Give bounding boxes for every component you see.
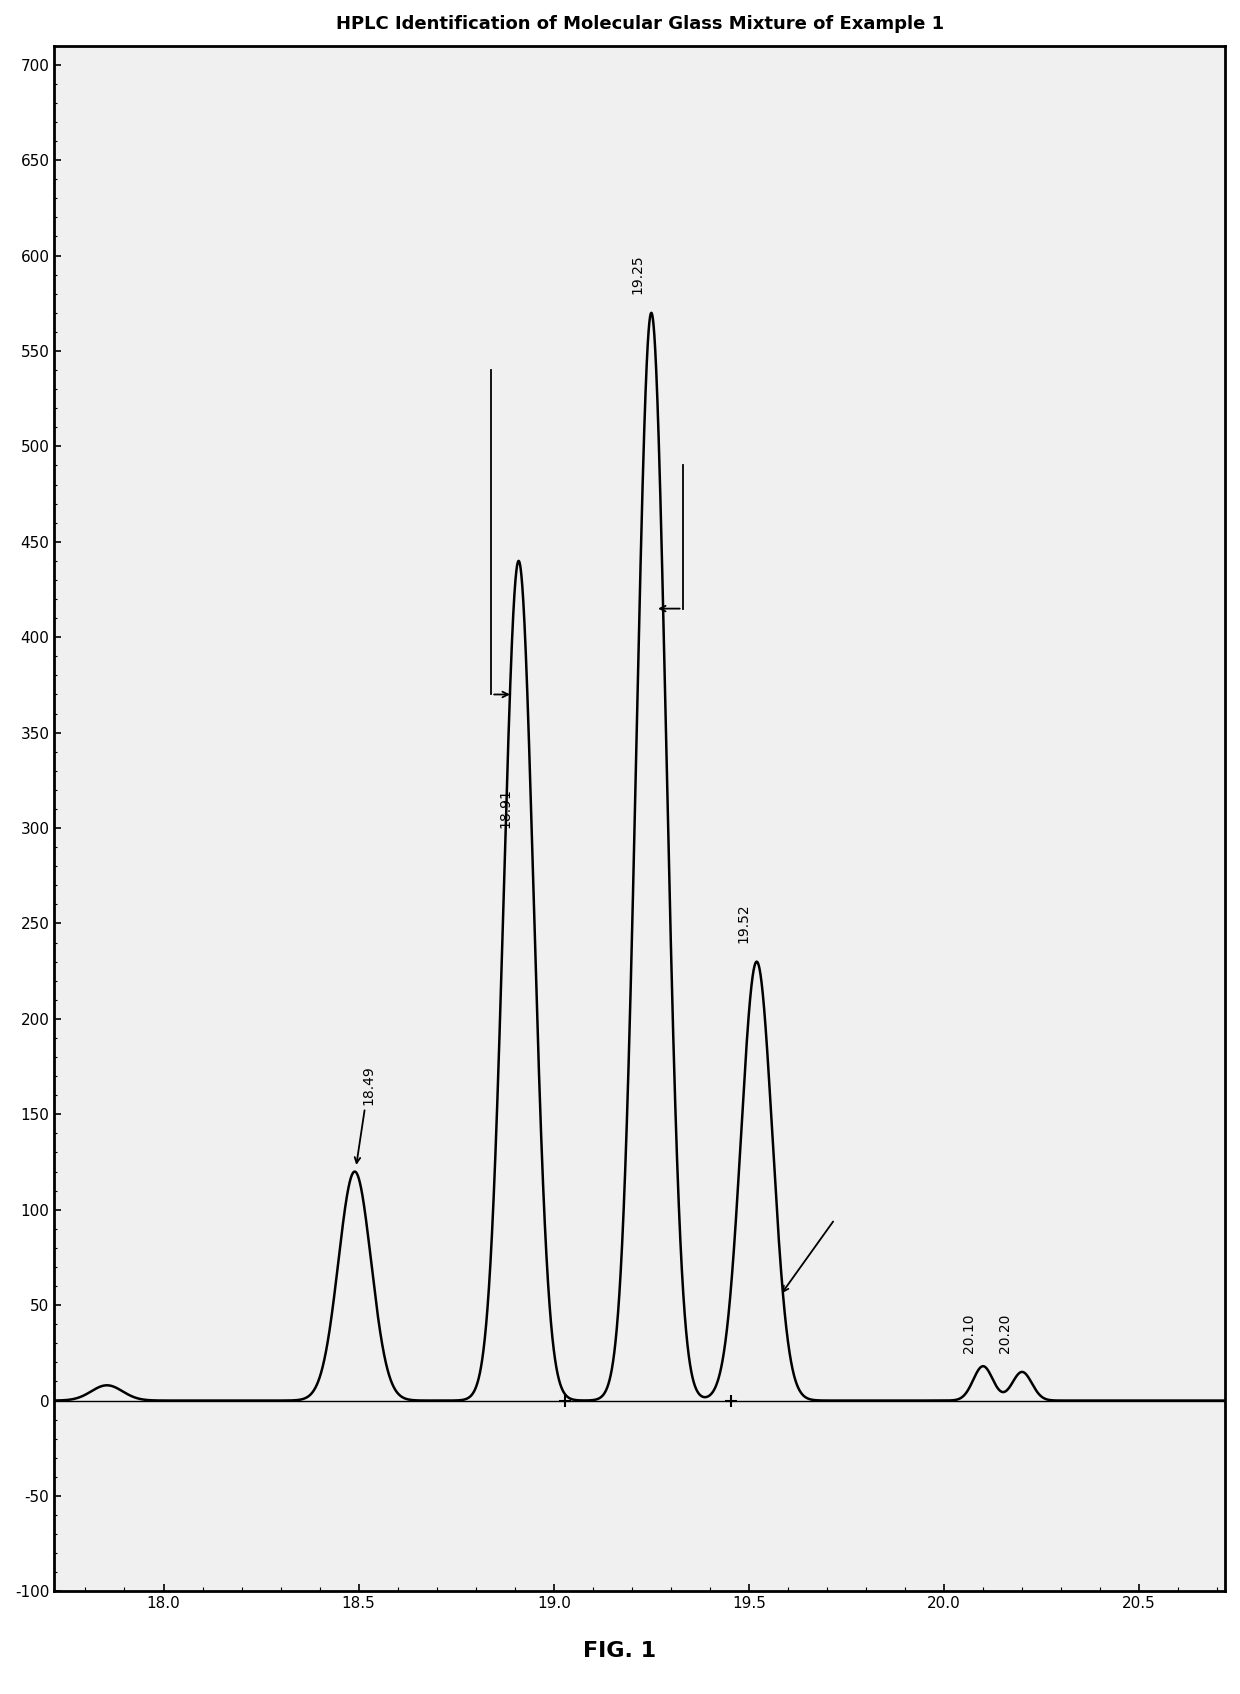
Text: 18.91: 18.91 bbox=[498, 788, 512, 828]
Text: 19.25: 19.25 bbox=[631, 254, 645, 293]
Text: 19.52: 19.52 bbox=[737, 903, 750, 942]
Text: 18.49: 18.49 bbox=[355, 1066, 376, 1164]
Text: FIG. 1: FIG. 1 bbox=[584, 1641, 656, 1660]
Text: 20.20: 20.20 bbox=[997, 1313, 1012, 1354]
Text: 20.10: 20.10 bbox=[962, 1313, 976, 1354]
Title: HPLC Identification of Molecular Glass Mixture of Example 1: HPLC Identification of Molecular Glass M… bbox=[336, 15, 944, 32]
